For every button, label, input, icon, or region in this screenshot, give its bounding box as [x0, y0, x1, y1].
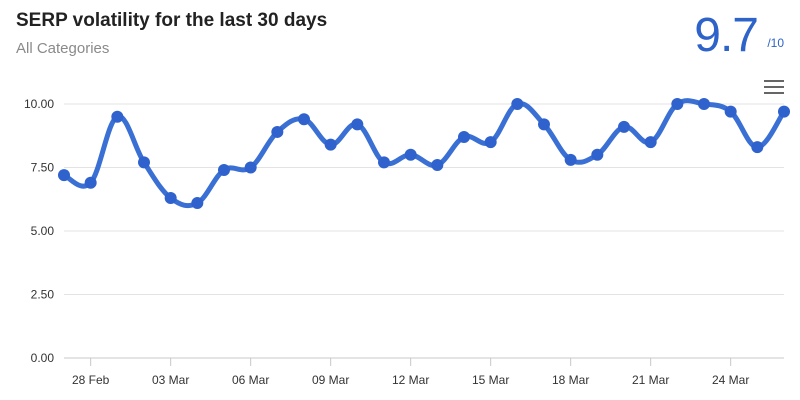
- data-point[interactable]: [218, 164, 230, 177]
- x-tick-label: 03 Mar: [152, 373, 189, 387]
- x-tick-label: 06 Mar: [232, 373, 269, 387]
- data-point[interactable]: [191, 197, 204, 210]
- data-point[interactable]: [778, 105, 790, 118]
- data-point[interactable]: [751, 141, 764, 154]
- data-point[interactable]: [431, 158, 444, 171]
- score-value: 9.7: [694, 9, 759, 62]
- y-tick-label: 7.50: [31, 161, 55, 175]
- data-point[interactable]: [164, 191, 177, 204]
- x-tick-label: 28 Feb: [72, 373, 110, 387]
- data-point[interactable]: [58, 169, 70, 182]
- x-tick-label: 12 Mar: [392, 373, 429, 387]
- data-point[interactable]: [538, 118, 550, 131]
- data-point[interactable]: [298, 113, 310, 126]
- data-point[interactable]: [698, 98, 710, 110]
- data-point[interactable]: [404, 148, 417, 161]
- data-point[interactable]: [671, 98, 684, 110]
- x-tick-label: 21 Mar: [632, 373, 669, 387]
- data-point[interactable]: [324, 138, 337, 151]
- chart-title: SERP volatility for the last 30 days: [16, 10, 328, 31]
- data-point[interactable]: [271, 125, 284, 138]
- data-point[interactable]: [244, 161, 257, 174]
- score-max-label: /10: [767, 36, 784, 50]
- x-tick-label: 15 Mar: [472, 373, 509, 387]
- x-tick-label: 24 Mar: [712, 373, 749, 387]
- data-point[interactable]: [111, 110, 124, 123]
- data-point[interactable]: [618, 120, 630, 133]
- x-tick-label: 18 Mar: [552, 373, 589, 387]
- y-tick-label: 5.00: [31, 224, 55, 238]
- axis-layer: 0.00 2.50 5.00 7.50 10.00 28 Feb 03 Mar 06 Mar 0…: [24, 97, 749, 387]
- data-point[interactable]: [724, 105, 737, 118]
- grid-layer: [64, 103, 784, 359]
- data-point[interactable]: [84, 176, 97, 189]
- chart-subtitle: All Categories: [16, 40, 110, 57]
- data-point[interactable]: [378, 156, 390, 169]
- data-point[interactable]: [484, 136, 497, 149]
- data-point[interactable]: [138, 156, 150, 169]
- data-point[interactable]: [644, 136, 657, 149]
- data-point[interactable]: [351, 118, 364, 131]
- data-point[interactable]: [511, 98, 524, 110]
- series-layer: [58, 98, 790, 210]
- y-tick-label: 2.50: [31, 288, 55, 302]
- series-line: [61, 98, 787, 209]
- y-tick-label: 10.00: [24, 97, 54, 111]
- data-point[interactable]: [591, 148, 604, 161]
- y-tick-label: 0.00: [31, 351, 55, 365]
- x-tick-label: 09 Mar: [312, 373, 349, 387]
- hamburger-menu-icon[interactable]: [764, 80, 784, 94]
- data-point[interactable]: [564, 153, 577, 166]
- data-point[interactable]: [458, 131, 470, 144]
